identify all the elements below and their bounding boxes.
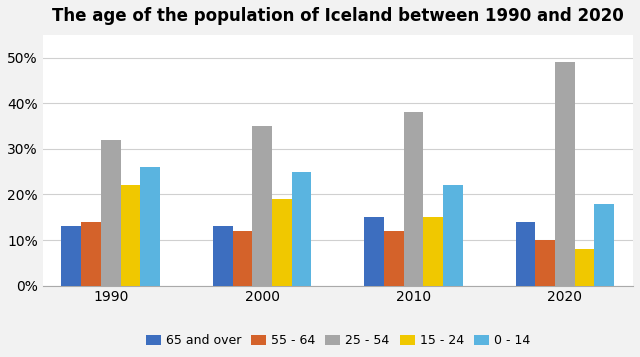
Bar: [516, 222, 536, 286]
Bar: [232, 231, 252, 286]
Bar: [443, 185, 463, 286]
Bar: [404, 112, 423, 286]
Bar: [536, 240, 555, 286]
Bar: [364, 217, 384, 286]
Bar: [101, 140, 120, 286]
Bar: [555, 62, 575, 286]
Bar: [423, 217, 443, 286]
Bar: [140, 167, 160, 286]
Bar: [81, 222, 101, 286]
Bar: [575, 249, 595, 286]
Bar: [61, 226, 81, 286]
Bar: [384, 231, 404, 286]
Legend: 65 and over, 55 - 64, 25 - 54, 15 - 24, 0 - 14: 65 and over, 55 - 64, 25 - 54, 15 - 24, …: [141, 330, 535, 352]
Bar: [120, 185, 140, 286]
Title: The age of the population of Iceland between 1990 and 2020: The age of the population of Iceland bet…: [52, 7, 624, 25]
Bar: [272, 199, 292, 286]
Bar: [252, 126, 272, 286]
Bar: [213, 226, 232, 286]
Bar: [595, 203, 614, 286]
Bar: [292, 172, 311, 286]
